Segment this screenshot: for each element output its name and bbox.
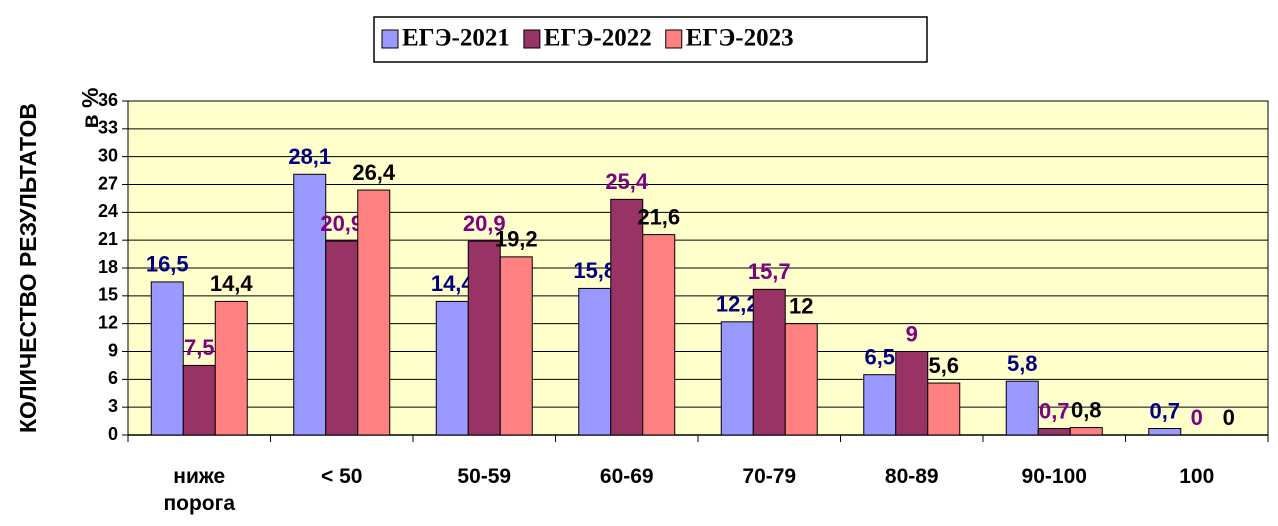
bar xyxy=(435,300,469,436)
x-tick-label: 60-69 xyxy=(599,465,654,488)
data-label: 14,4 xyxy=(431,271,475,296)
data-label: 6,5 xyxy=(864,345,895,370)
y-tick-label: 9 xyxy=(108,340,118,360)
data-label: 28,1 xyxy=(288,144,331,169)
data-label: 0,7 xyxy=(1039,398,1070,423)
data-label: 0 xyxy=(1223,405,1235,430)
x-tick-label: 100 xyxy=(1179,465,1215,488)
legend-swatch xyxy=(523,29,541,49)
y-tick-label: 30 xyxy=(98,145,118,165)
bar xyxy=(467,240,501,436)
bar xyxy=(150,281,184,436)
bar xyxy=(927,382,961,436)
data-label: 12,2 xyxy=(716,292,759,317)
legend-label: ЕГЭ-2021 xyxy=(402,25,510,52)
y-tick-label: 24 xyxy=(98,201,118,221)
y-tick-label: 15 xyxy=(98,285,118,305)
legend-label: ЕГЭ-2022 xyxy=(544,25,652,52)
x-tick-label: < 50 xyxy=(321,465,363,488)
data-label: 21,6 xyxy=(637,204,680,229)
bar xyxy=(895,351,929,436)
bar xyxy=(293,173,327,436)
legend-swatch xyxy=(381,29,399,49)
y-axis-label: в % xyxy=(77,88,103,129)
data-label: 20,9 xyxy=(463,211,506,236)
y-tick-label: 0 xyxy=(108,424,118,444)
data-label: 25,4 xyxy=(605,169,649,194)
legend-box xyxy=(373,16,928,63)
bar xyxy=(784,323,818,436)
y-tick-label: 6 xyxy=(108,368,118,388)
bar xyxy=(182,364,216,436)
x-tick-label: 80-89 xyxy=(884,465,939,488)
bar xyxy=(325,240,359,436)
x-tick-label: 50-59 xyxy=(457,465,512,488)
x-tick-label: ниже порога xyxy=(163,465,236,515)
data-label: 5,6 xyxy=(928,353,959,378)
data-label: 0 xyxy=(1191,405,1203,430)
data-label: 5,8 xyxy=(1007,351,1038,376)
data-label: 20,9 xyxy=(320,211,363,236)
bar xyxy=(214,300,248,436)
data-label: 19,2 xyxy=(495,227,538,252)
x-tick-label: 70-79 xyxy=(742,465,797,488)
bar xyxy=(1005,380,1039,436)
data-label: 12 xyxy=(789,293,813,318)
y-tick-label: 3 xyxy=(108,396,118,416)
y-tick-label: 33 xyxy=(98,118,118,138)
y-tick-label: 21 xyxy=(98,229,118,249)
y-axis-label: КОЛИЧЕСТВО РЕЗУЛЬТАТОВ xyxy=(15,103,41,433)
bar xyxy=(1037,428,1071,436)
data-label: 26,4 xyxy=(352,160,396,185)
bar xyxy=(610,198,644,436)
data-label: 16,5 xyxy=(146,252,189,277)
data-label: 15,8 xyxy=(573,258,616,283)
y-tick-label: 18 xyxy=(98,257,118,277)
bar xyxy=(578,287,612,436)
bar xyxy=(752,288,786,436)
bar xyxy=(1069,427,1103,436)
x-tick-label: 90-100 xyxy=(1021,465,1087,488)
bar xyxy=(357,189,391,436)
y-tick-label: 12 xyxy=(98,312,118,332)
y-tick-label: 27 xyxy=(98,173,118,193)
data-label: 14,4 xyxy=(210,271,254,296)
legend-label: ЕГЭ-2023 xyxy=(686,25,794,52)
bar xyxy=(499,256,533,436)
data-label: 0,7 xyxy=(1149,398,1180,423)
data-label: 9 xyxy=(906,321,918,346)
data-label: 0,8 xyxy=(1071,397,1102,422)
y-tick-label: 36 xyxy=(98,90,118,110)
bar xyxy=(863,374,897,436)
data-label: 7,5 xyxy=(184,335,215,360)
data-label: 15,7 xyxy=(748,259,791,284)
bar xyxy=(1148,428,1182,436)
bar xyxy=(642,234,676,436)
bar xyxy=(720,321,754,436)
legend-swatch xyxy=(665,29,683,49)
